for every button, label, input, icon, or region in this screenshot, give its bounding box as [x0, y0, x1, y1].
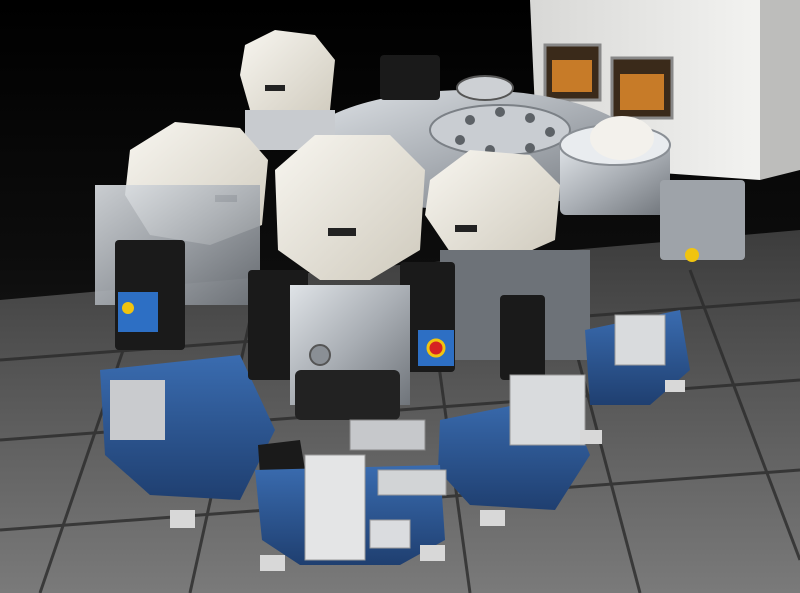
- floor-pads: [170, 380, 685, 571]
- load-lock-module: [559, 116, 745, 262]
- process-module-front: [248, 135, 455, 565]
- process-module-right: [425, 150, 690, 510]
- process-module-left: [95, 122, 275, 500]
- emergency-stop-icon: [426, 338, 446, 358]
- warning-light-icon: [685, 248, 699, 262]
- process-module-back: [240, 30, 335, 150]
